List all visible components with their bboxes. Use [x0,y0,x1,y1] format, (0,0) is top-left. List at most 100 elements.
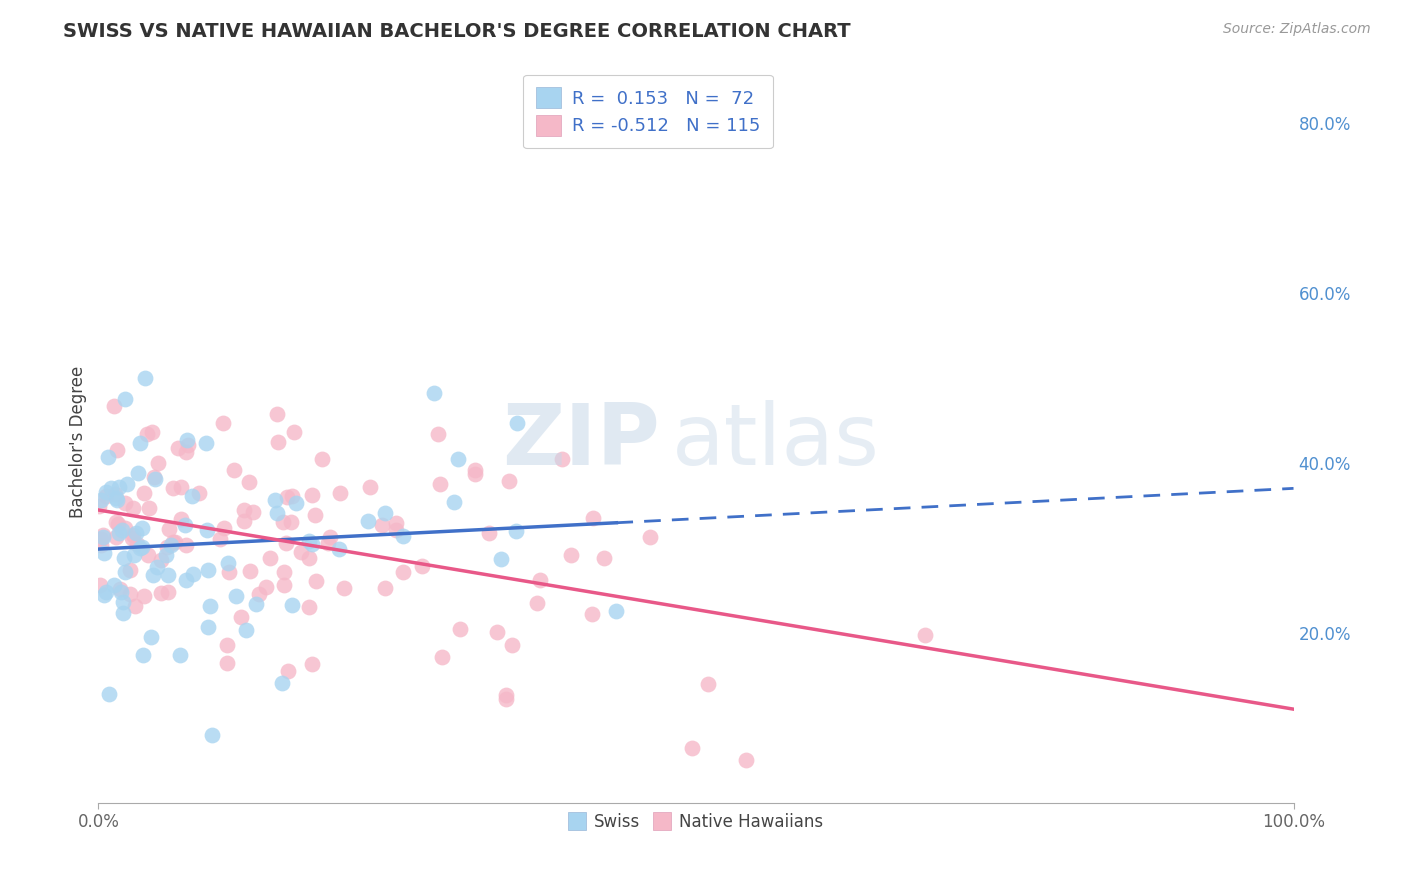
Point [132,648,155,663]
Point [107,480,129,494]
Point [359,479,381,493]
Point [242,505,264,519]
Text: atlas: atlas [672,400,880,483]
Point [131,541,153,555]
Point [121,500,143,515]
Point [111,595,134,609]
Point [486,624,509,639]
Point [356,514,378,528]
Point [212,521,235,535]
Point [581,607,603,621]
Point [283,425,305,439]
Point [316,536,339,550]
Point [93,546,115,560]
Point [319,530,342,544]
Point [134,486,156,500]
Point [277,664,299,678]
Point [181,489,204,503]
Point [271,676,294,690]
Point [422,385,444,400]
Point [118,587,141,601]
Point [104,529,127,543]
Point [114,521,136,535]
Point [107,516,129,531]
Point [266,506,288,520]
Point [217,556,239,570]
Point [124,599,146,614]
Point [264,493,287,508]
Point [127,537,149,551]
Point [280,516,302,530]
Point [174,573,197,587]
Point [156,585,179,599]
Point [96,485,118,500]
Point [103,399,125,413]
Point [114,565,136,579]
Point [276,490,298,504]
Point [156,568,179,582]
Point [374,581,396,595]
Point [200,728,222,742]
Point [605,604,627,618]
Point [197,563,219,577]
Point [301,657,323,671]
Point [108,582,131,596]
Point [142,470,165,484]
Point [505,524,527,539]
Point [111,607,134,621]
Point [501,638,523,652]
Point [100,481,122,495]
Point [128,435,150,450]
Point [132,589,155,603]
Point [215,656,238,670]
Point [430,649,453,664]
Point [165,534,187,549]
Point [529,574,551,588]
Point [111,523,134,537]
Point [141,425,163,440]
Point [89,500,111,514]
Point [105,491,128,505]
Point [298,551,321,566]
Point [125,526,148,541]
Point [170,480,193,494]
Point [443,495,465,509]
Point [146,559,169,574]
Point [333,582,356,596]
Point [194,435,217,450]
Point [169,512,191,526]
Text: Source: ZipAtlas.com: Source: ZipAtlas.com [1223,22,1371,37]
Point [98,687,121,701]
Legend: Swiss, Native Hawaiians: Swiss, Native Hawaiians [562,806,830,838]
Point [526,596,548,610]
Point [146,456,169,470]
Point [232,503,254,517]
Point [218,565,240,579]
Point [105,443,128,458]
Point [222,463,245,477]
Point [449,622,471,636]
Point [181,567,204,582]
Point [254,581,277,595]
Point [208,532,231,546]
Point [149,553,172,567]
Point [478,526,501,541]
Point [464,463,486,477]
Point [682,740,704,755]
Point [107,525,129,540]
Point [114,496,136,510]
Point [298,600,321,615]
Point [447,451,470,466]
Point [93,588,115,602]
Point [273,578,295,592]
Point [90,493,112,508]
Y-axis label: Bachelor's Degree: Bachelor's Degree [69,366,87,517]
Point [143,473,166,487]
Point [301,487,323,501]
Point [235,623,257,637]
Point [329,485,352,500]
Point [156,541,179,555]
Point [103,578,125,592]
Point [498,475,520,489]
Point [212,416,235,430]
